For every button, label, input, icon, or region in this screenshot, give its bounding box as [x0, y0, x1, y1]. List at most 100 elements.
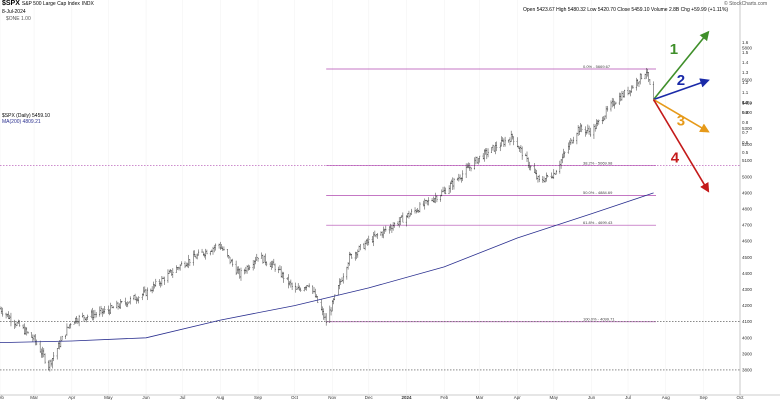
x-tick-label: Jul: [625, 395, 631, 400]
price-bar: [39, 340, 41, 353]
price-bar: [66, 323, 68, 336]
price-bar: [68, 324, 71, 329]
price-bar: [40, 348, 43, 358]
price-bar: [150, 288, 152, 292]
price-bar: [561, 153, 564, 164]
price-bar: [43, 348, 45, 358]
price-bar: [56, 348, 59, 360]
price-bar: [119, 299, 122, 309]
price-bar: [201, 248, 203, 253]
price-bar: [27, 331, 29, 334]
price-bar: [552, 169, 555, 180]
price-bar: [214, 243, 217, 251]
price-bar: [197, 249, 200, 256]
right-axis-label: 4800: [742, 207, 753, 212]
price-bar: [355, 251, 358, 260]
price-bar: [74, 317, 77, 324]
right-axis-label: 4500: [742, 255, 753, 260]
price-bar: [189, 259, 191, 267]
price-bar: [126, 301, 129, 308]
price-bar: [247, 264, 250, 271]
right-axis-label: 5800: [742, 46, 753, 51]
price-bar: [315, 294, 318, 298]
price-bar: [297, 283, 299, 290]
price-bar: [240, 267, 242, 281]
price-bar: [442, 186, 444, 193]
price-bar: [298, 285, 301, 291]
price-bar: [398, 217, 401, 228]
price-bar: [473, 157, 476, 170]
price-bar: [195, 254, 197, 259]
x-axis-labels: Feb Mar Apr May Jun Jul Aug Sep Oct Nov Dec 2024 Feb…: [0, 395, 744, 400]
price-bar: [161, 276, 163, 287]
price-bar: [367, 235, 370, 246]
price-bar: [408, 210, 410, 219]
price-bar: [347, 262, 349, 270]
price-bar: [518, 146, 521, 152]
price-bar: [322, 308, 325, 320]
price-bar: [290, 279, 292, 288]
price-bar: [22, 324, 24, 330]
price-bar: [263, 255, 265, 263]
price-bar: [460, 177, 463, 183]
price-bar: [372, 231, 375, 247]
price-bar: [477, 158, 480, 165]
price-bar: [449, 181, 452, 193]
price-bar: [645, 67, 648, 79]
price-bar: [577, 125, 579, 136]
price-bar: [64, 334, 67, 340]
fib-label: 38.2% - 5069.98: [583, 160, 613, 165]
price-bar: [282, 271, 285, 283]
x-tick-label: Sep: [254, 395, 263, 400]
price-bar: [504, 136, 506, 147]
price-bar: [434, 192, 437, 204]
price-bar: [484, 148, 487, 155]
price-bar: [44, 353, 46, 364]
symbol-title: $SPX S&P 500 Large Cap Index INDX: [2, 0, 94, 7]
price-bar: [594, 124, 596, 132]
price-bar: [204, 248, 207, 260]
right-axis-label: 4900: [742, 190, 753, 195]
price-bar: [163, 276, 166, 285]
right-axis-label: 3800: [742, 367, 753, 372]
price-bar: [439, 194, 442, 202]
price-bar: [551, 175, 554, 179]
price-bar: [578, 126, 581, 136]
price-bar: [580, 124, 583, 133]
x-tick-label: Jul: [180, 395, 186, 400]
price-bar: [448, 185, 450, 195]
price-bar: [545, 172, 548, 182]
price-bar: [10, 312, 12, 327]
price-bar: [271, 260, 274, 269]
price-bar: [186, 262, 189, 268]
price-bar: [623, 89, 626, 98]
price-bar: [426, 200, 429, 206]
price-bar: [613, 100, 616, 109]
right-axis-label: 5100: [742, 158, 753, 163]
price-bar: [313, 286, 315, 294]
price-bar: [0, 306, 3, 315]
price-bar: [380, 231, 382, 236]
price-bar: [277, 266, 280, 274]
price-bar: [95, 311, 97, 318]
price-bar: [41, 346, 44, 358]
price-bar: [117, 302, 119, 310]
price-bar: [647, 72, 650, 83]
price-bar: [175, 265, 178, 273]
price-bar: [274, 263, 276, 272]
price-bar: [456, 177, 459, 181]
price-bar: [202, 251, 205, 257]
price-bar: [528, 161, 531, 171]
price-bar: [560, 159, 562, 169]
price-bar: [415, 209, 418, 214]
price-bar: [107, 305, 110, 315]
price-bar: [187, 254, 190, 269]
price-bar: [254, 256, 257, 265]
x-tick-label: Nov: [328, 395, 337, 400]
price-bar: [219, 241, 222, 250]
price-bar: [136, 297, 139, 302]
price-bar: [357, 249, 359, 258]
price-bar: [332, 298, 335, 305]
price-bar: [563, 151, 566, 158]
price-bar: [100, 305, 102, 315]
